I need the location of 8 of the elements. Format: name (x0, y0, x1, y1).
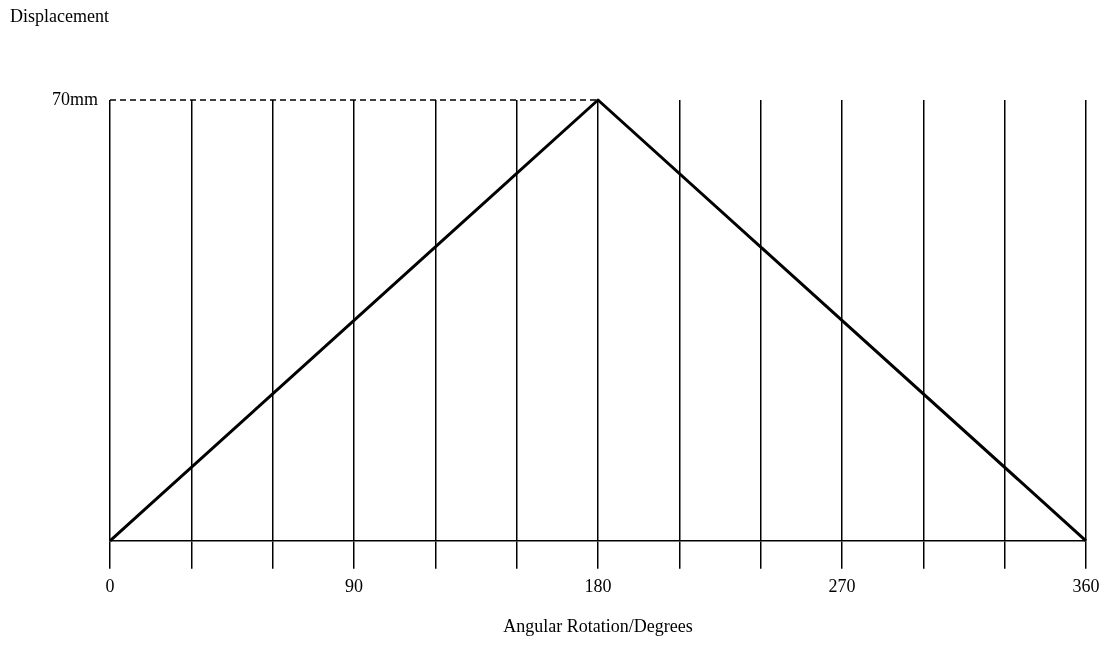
x-tick-label: 270 (828, 576, 856, 597)
ref-line-label: 70mm (51, 88, 98, 109)
x-tick-label: 180 (584, 576, 612, 597)
x-axis-title: Angular Rotation/Degrees (503, 615, 693, 636)
x-tick-label: 0 (105, 576, 115, 597)
y-axis-title: Displacement (10, 5, 109, 26)
x-tick-label: 360 (1072, 576, 1100, 597)
x-tick-label: 90 (345, 576, 363, 597)
